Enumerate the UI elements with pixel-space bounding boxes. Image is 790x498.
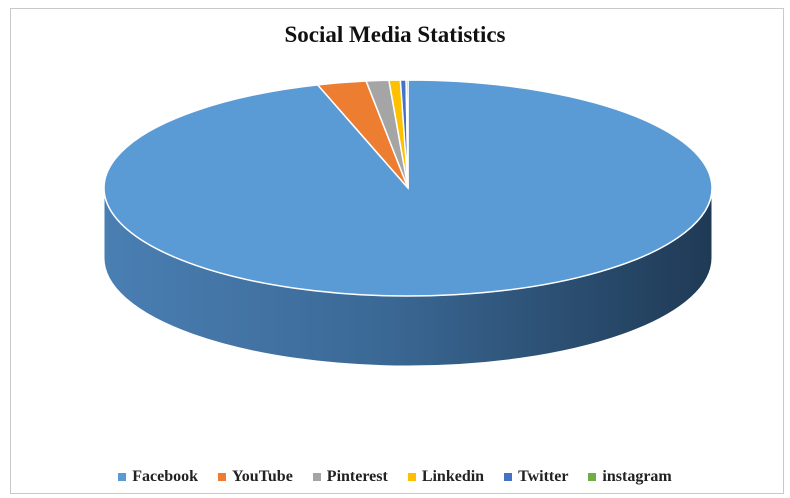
legend-swatch xyxy=(504,473,513,481)
pie-top xyxy=(103,79,713,297)
legend-label: Linkedin xyxy=(421,468,485,485)
legend-swatch xyxy=(118,473,127,481)
legend-swatch xyxy=(218,473,227,481)
legend-label: Facebook xyxy=(132,468,199,485)
legend-swatch xyxy=(407,473,416,481)
legend-item-instagram: instagram xyxy=(588,468,672,486)
pie-slice-instagram xyxy=(405,79,409,189)
chart-title: Social Media Statistics xyxy=(284,22,506,47)
legend-item-twitter: Twitter xyxy=(504,468,568,486)
legend-item-youtube: YouTube xyxy=(218,468,293,486)
legend-item-linkedin: Linkedin xyxy=(407,468,485,486)
legend-swatch xyxy=(312,473,321,481)
legend-label: Pinterest xyxy=(326,468,388,485)
legend-label: YouTube xyxy=(232,468,293,485)
legend-swatch xyxy=(588,473,597,481)
legend-label: instagram xyxy=(602,468,672,485)
chart-legend: Facebook YouTube Pinterest Linkedin Twitter i… xyxy=(0,468,790,486)
legend-item-facebook: Facebook xyxy=(118,468,198,486)
legend-item-pinterest: Pinterest xyxy=(312,468,388,486)
legend-label: Twitter xyxy=(518,468,569,485)
